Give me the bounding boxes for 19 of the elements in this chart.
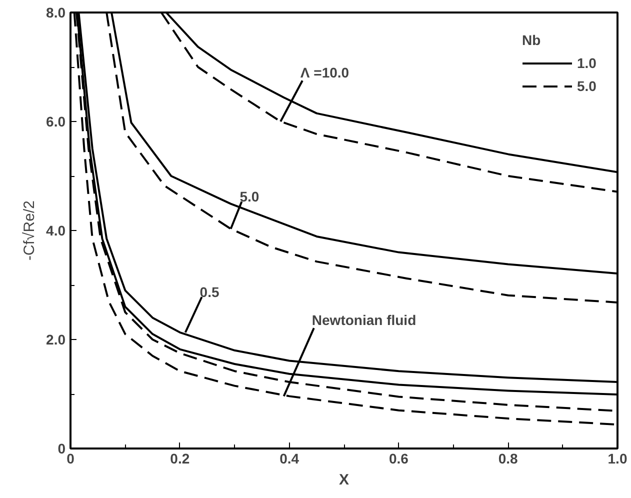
x-axis-title: X [339, 472, 350, 488]
x-tick-label: 0.4 [280, 450, 300, 466]
x-tick-label: 0.8 [498, 450, 518, 466]
annotation: Λ =10.0 [300, 64, 350, 81]
x-tick-label: 0.6 [388, 450, 409, 466]
x-tick-label: 1.0 [608, 450, 628, 466]
annotation: Newtonian fluid [312, 312, 416, 328]
annotation: 0.5 [200, 284, 220, 300]
y-tick-label: 6.0 [46, 114, 66, 130]
legend-title: Nb [522, 32, 542, 48]
y-tick-label: 2.0 [46, 332, 66, 348]
legend-label: 1.0 [577, 55, 597, 71]
y-tick-label: 0 [58, 440, 66, 456]
y-axis-title: -Cf√Re/2 [21, 200, 38, 260]
legend-label: 5.0 [577, 78, 597, 94]
y-tick-label: 4.0 [46, 222, 66, 238]
x-tick-label: 0.2 [170, 450, 190, 466]
y-tick-label: 8.0 [46, 4, 66, 20]
annotation: 5.0 [240, 188, 260, 205]
